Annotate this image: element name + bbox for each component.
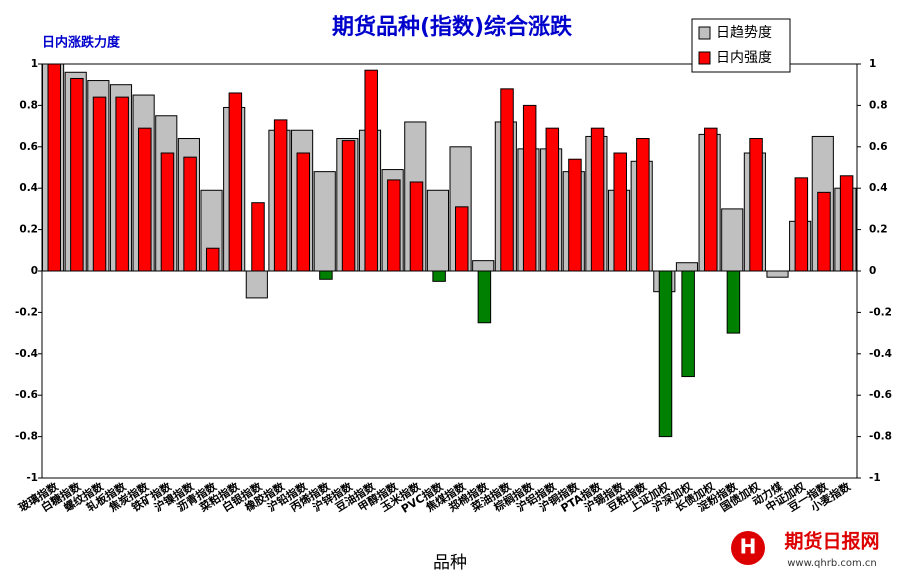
y-tick-label: 0.8 bbox=[19, 99, 38, 111]
chart-title: 期货品种(指数)综合涨跌 bbox=[332, 14, 573, 40]
watermark: H 期货日报网 www.qhrb.com.cn bbox=[731, 530, 880, 569]
bar bbox=[319, 270, 333, 280]
legend-label: 日内强度 bbox=[716, 50, 772, 66]
watermark-name: 期货日报网 bbox=[784, 530, 879, 553]
legend-swatch bbox=[698, 26, 711, 40]
watermark-url: www.qhrb.com.cn bbox=[787, 558, 877, 569]
bar bbox=[704, 127, 718, 272]
y-axis-label: 日内涨跌力度 bbox=[42, 35, 121, 51]
bar bbox=[613, 152, 627, 272]
y-tick-label: 0 bbox=[31, 265, 38, 277]
bar bbox=[839, 175, 854, 272]
y2-tick-label: -1 bbox=[869, 472, 881, 484]
y-tick-label: 0.2 bbox=[19, 224, 38, 236]
bar bbox=[590, 127, 605, 272]
bar bbox=[47, 63, 61, 272]
bar bbox=[245, 270, 268, 299]
bar bbox=[817, 191, 831, 272]
bar bbox=[636, 138, 650, 272]
y-tick-label: 0.6 bbox=[19, 141, 38, 153]
bar bbox=[183, 156, 197, 272]
bar bbox=[432, 270, 446, 282]
bar bbox=[477, 270, 492, 324]
bar bbox=[92, 96, 107, 272]
y2-tick-label: -0.8 bbox=[869, 431, 892, 443]
x-axis-label: 品种 bbox=[433, 553, 467, 573]
bar bbox=[160, 152, 175, 272]
bar bbox=[766, 270, 789, 278]
bar bbox=[138, 127, 152, 272]
y-tick-label: -0.4 bbox=[15, 348, 38, 360]
y2-tick-label: -0.2 bbox=[869, 306, 892, 318]
y-tick-label: -0.6 bbox=[15, 389, 38, 401]
bar bbox=[794, 177, 809, 272]
y2-tick-label: 0 bbox=[869, 265, 876, 277]
y2-tick-label: -0.6 bbox=[869, 389, 892, 401]
y2-tick-label: -0.4 bbox=[869, 348, 892, 360]
bar bbox=[273, 119, 288, 272]
y2-tick-label: 0.8 bbox=[869, 99, 888, 111]
bar bbox=[749, 138, 763, 272]
bar bbox=[70, 77, 84, 272]
bar bbox=[455, 206, 469, 272]
bar bbox=[313, 171, 336, 272]
legend-label: 日趋势度 bbox=[716, 25, 772, 41]
bar bbox=[205, 247, 220, 272]
bar bbox=[568, 158, 582, 272]
bar bbox=[472, 260, 495, 272]
y-tick-label: 1 bbox=[31, 58, 38, 70]
y-tick-label: -0.8 bbox=[15, 431, 38, 443]
bar bbox=[426, 189, 450, 272]
legend-swatch bbox=[698, 51, 711, 65]
bar bbox=[364, 69, 378, 272]
bar bbox=[658, 270, 673, 438]
bar bbox=[296, 152, 311, 272]
bar bbox=[387, 179, 401, 272]
bar bbox=[681, 270, 695, 378]
y-tick-label: -0.2 bbox=[15, 306, 38, 318]
bar bbox=[721, 208, 744, 272]
y2-tick-label: 0.2 bbox=[869, 224, 888, 236]
logo-mark: H bbox=[740, 535, 757, 559]
bar bbox=[115, 96, 129, 272]
y2-tick-label: 1 bbox=[869, 58, 876, 70]
bar bbox=[545, 127, 560, 272]
bar bbox=[500, 88, 514, 272]
bar bbox=[341, 140, 356, 272]
bar bbox=[522, 104, 537, 272]
y-tick-label: -1 bbox=[26, 472, 38, 484]
y2-tick-label: 0.4 bbox=[869, 182, 888, 194]
logo bbox=[731, 531, 765, 565]
bar bbox=[726, 270, 741, 334]
bar bbox=[251, 202, 265, 272]
bar bbox=[228, 92, 243, 272]
y2-tick-label: 0.6 bbox=[869, 141, 888, 153]
y-tick-label: 0.4 bbox=[19, 182, 38, 194]
bar bbox=[409, 181, 424, 272]
bar bbox=[675, 262, 699, 272]
